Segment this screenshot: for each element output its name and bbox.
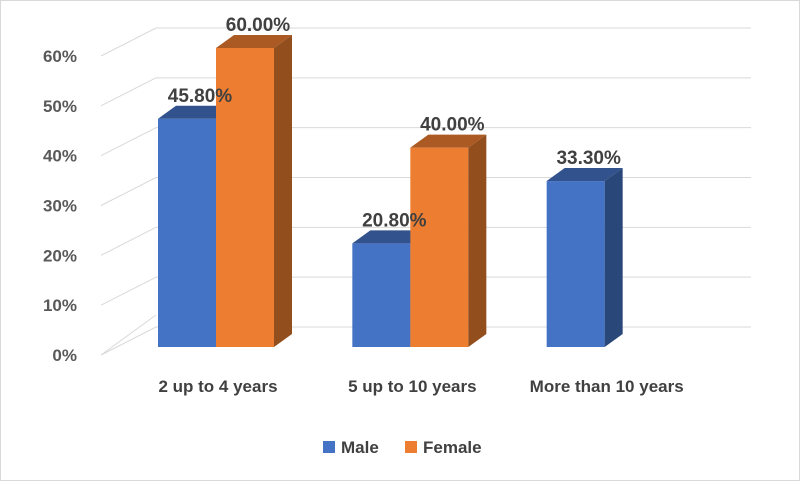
floor-edge: [100, 314, 157, 356]
data-label: 40.00%: [420, 115, 485, 136]
bar-top: [352, 230, 429, 244]
y-tick-label: 60%: [43, 47, 77, 66]
gridline-diagonal: [100, 177, 157, 206]
data-labels: 45.80% 60.00% 20.80% 40.00% 33.30%: [168, 15, 621, 231]
gridline-diagonal: [100, 326, 157, 356]
y-tick-label: 0%: [52, 346, 77, 365]
y-axis-tick-labels: 0% 10% 20% 30% 40% 50% 60%: [43, 47, 77, 365]
x-category-label: More than 10 years: [530, 377, 684, 396]
y-tick-label: 50%: [43, 97, 77, 116]
bars: [158, 35, 623, 347]
data-label: 60.00%: [226, 15, 291, 36]
gridline-diagonal: [100, 27, 157, 57]
y-tick-label: 30%: [43, 197, 77, 216]
bar-female: [410, 134, 487, 347]
bar-front: [352, 243, 411, 347]
bar-front: [546, 181, 605, 347]
y-tick-label: 10%: [43, 296, 77, 315]
x-category-label: 5 up to 10 years: [348, 377, 477, 396]
gridline-diagonal: [100, 226, 157, 256]
bar-top: [410, 134, 487, 148]
bar-side: [468, 134, 487, 347]
bar-female: [216, 35, 292, 347]
bar-side: [604, 168, 623, 347]
bar-front: [410, 147, 469, 347]
legend-label-female: Female: [423, 438, 482, 457]
x-category-label: 2 up to 4 years: [158, 377, 277, 396]
legend-swatch-female: [405, 441, 417, 453]
bar-front: [216, 48, 274, 347]
data-label: 20.80%: [362, 210, 427, 231]
gridline-diagonal: [100, 127, 157, 157]
bar-side: [274, 35, 292, 347]
y-tick-label: 20%: [43, 246, 77, 265]
data-label: 45.80%: [168, 86, 233, 107]
bar-top: [216, 35, 292, 48]
legend: Male Female: [323, 438, 482, 457]
gridline-diagonal: [100, 276, 157, 306]
bar-top: [158, 105, 234, 119]
bar-top: [546, 168, 623, 182]
chart-walls: [100, 314, 157, 356]
legend-swatch-male: [323, 441, 335, 453]
bar-male: [546, 168, 623, 347]
x-axis-category-labels: 2 up to 4 years 5 up to 10 years More than…: [158, 377, 683, 396]
bar-front: [158, 118, 216, 347]
data-label: 33.30%: [556, 148, 621, 169]
y-tick-label: 40%: [43, 147, 77, 166]
gridline-diagonal: [100, 77, 157, 107]
legend-label-male: Male: [341, 438, 379, 457]
